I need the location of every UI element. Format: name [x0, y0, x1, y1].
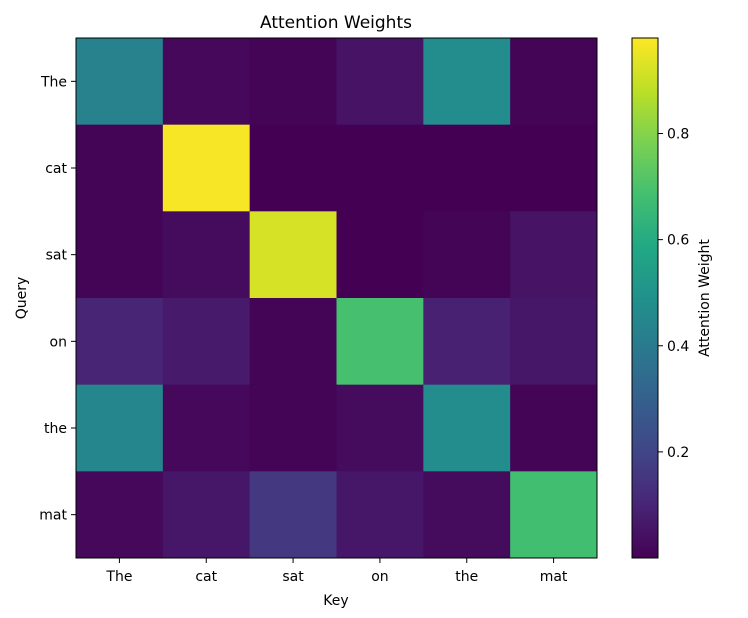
heatmap-cell: [510, 211, 598, 299]
heatmap-cell: [336, 471, 424, 559]
colorbar-tick-label: 0.2: [667, 445, 689, 461]
heatmap-cell: [76, 298, 164, 386]
heatmap-cell: [336, 124, 424, 212]
heatmap-cell: [162, 38, 251, 126]
heatmap-cell: [162, 298, 251, 386]
x-tick-label: sat: [282, 569, 304, 585]
heatmap-cell: [423, 211, 511, 299]
heatmap-cell: [162, 471, 251, 559]
heatmap-cell: [510, 38, 598, 126]
heatmap-cell: [423, 298, 511, 386]
colorbar-ticks: 0.2 0.4 0.6 0.8: [658, 127, 689, 461]
plot-frame: [75, 37, 598, 559]
heatmap-cell: [510, 298, 598, 386]
heatmap-cell: [510, 384, 598, 472]
heatmap-cell: [336, 38, 424, 126]
y-axis-ticks: The cat sat on the mat: [39, 74, 76, 524]
heatmap-cell: [249, 124, 337, 212]
heatmap-cell: [162, 124, 251, 212]
y-tick-label: the: [44, 421, 67, 437]
heatmap-cell: [423, 38, 511, 126]
heatmap-cell: [162, 384, 251, 472]
x-tick-label: The: [105, 569, 132, 585]
heatmap-cell: [76, 38, 164, 126]
heatmap-cell: [423, 384, 511, 472]
x-tick-label: mat: [540, 569, 568, 585]
heatmap-cell: [76, 384, 164, 472]
y-tick-label: mat: [39, 508, 67, 524]
heatmap-cell: [162, 211, 251, 299]
colorbar-tick-label: 0.6: [667, 233, 689, 249]
y-tick-label: The: [40, 74, 67, 90]
heatmap-cell: [336, 211, 424, 299]
heatmap-cells: [76, 38, 598, 559]
chart-title: Attention Weights: [260, 13, 412, 33]
heatmap-cell: [249, 38, 337, 126]
heatmap-cell: [336, 384, 424, 472]
y-tick-label: sat: [46, 248, 68, 264]
x-tick-label: cat: [195, 569, 217, 585]
heatmap-cell: [510, 471, 598, 559]
x-tick-label: on: [371, 569, 388, 585]
colorbar-label: Attention Weight: [697, 239, 713, 357]
heatmap-cell: [249, 384, 337, 472]
heatmap-cell: [423, 124, 511, 212]
x-axis-ticks: The cat sat on the mat: [105, 558, 568, 585]
colorbar-tick-label: 0.4: [667, 339, 689, 355]
heatmap-cell: [423, 471, 511, 559]
colorbar-tick-label: 0.8: [667, 127, 689, 143]
heatmap-cell: [249, 471, 337, 559]
heatmap-cell: [76, 211, 164, 299]
heatmap-cell: [249, 298, 337, 386]
heatmap-cell: [249, 211, 337, 299]
x-axis-label: Key: [323, 593, 348, 609]
colorbar: [631, 37, 659, 559]
y-axis-label: Query: [14, 277, 30, 320]
y-tick-label: on: [50, 334, 67, 350]
x-tick-label: the: [455, 569, 478, 585]
heatmap-cell: [510, 124, 598, 212]
heatmap-cell: [76, 471, 164, 559]
y-tick-label: cat: [45, 161, 67, 177]
heatmap-cell: [336, 298, 424, 386]
heatmap-cell: [76, 124, 164, 212]
